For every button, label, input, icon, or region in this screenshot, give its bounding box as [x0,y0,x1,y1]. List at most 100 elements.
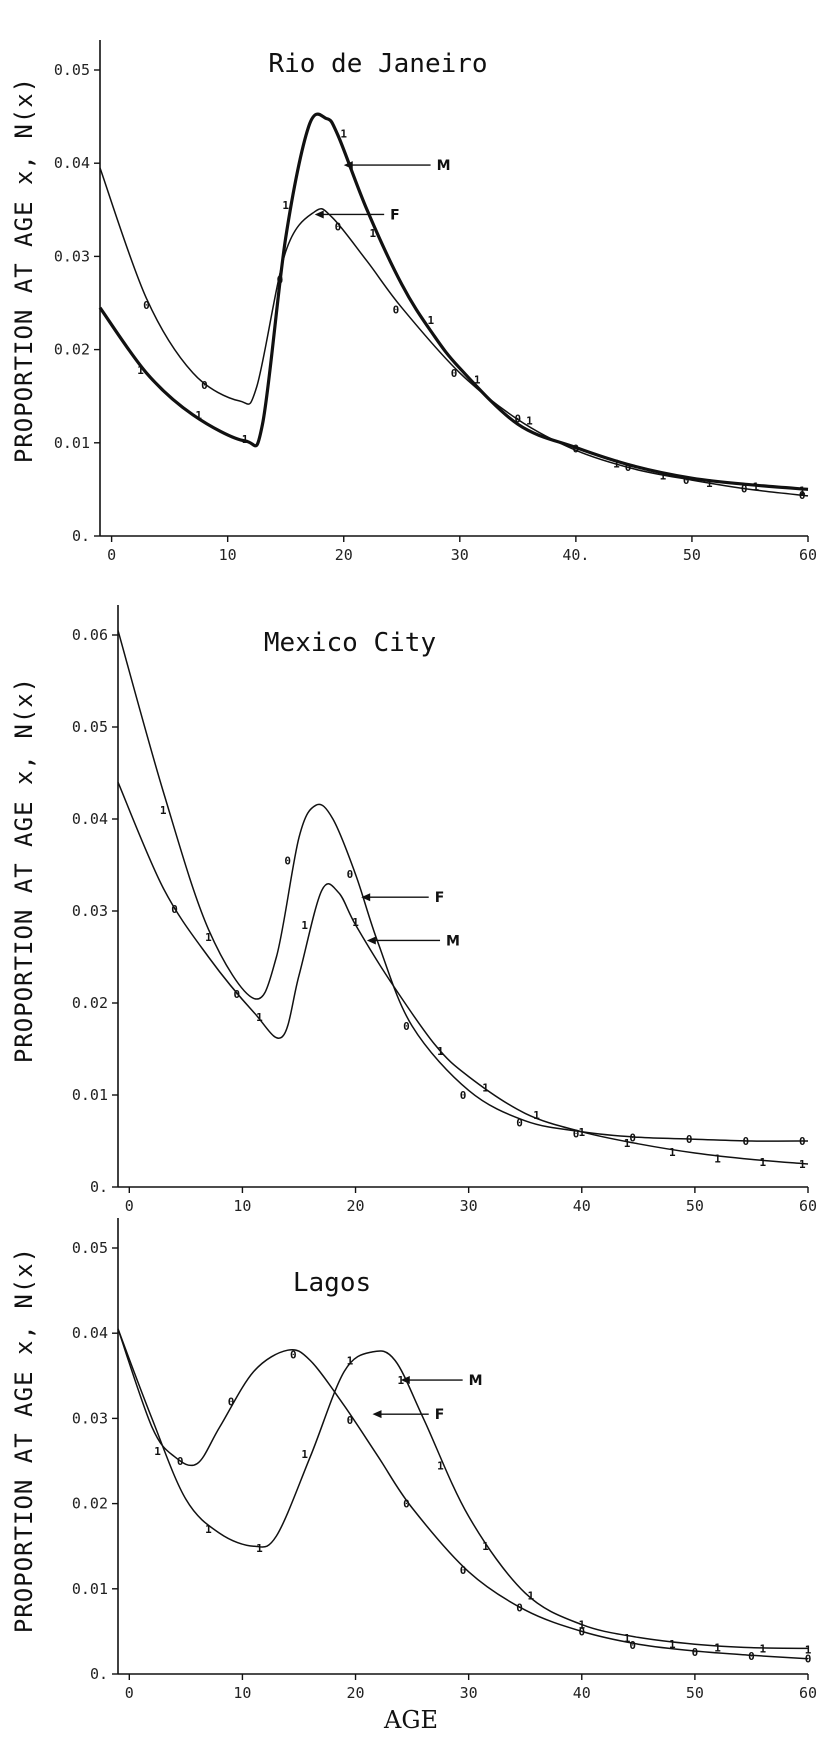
x-tick-label: 60 [799,546,817,564]
y-axis-label: PROPORTION AT AGE x, N(x) [10,1247,38,1633]
data-point-label: 0 [201,379,208,392]
y-tick-label: 0. [72,527,90,545]
data-point-label: 1 [242,433,249,446]
data-point-label: 1 [437,1459,444,1472]
data-point-label: 0 [578,1625,585,1638]
data-point-label: 0 [573,1128,580,1141]
y-axis-label: PROPORTION AT AGE x, N(x) [10,77,38,463]
data-point-label: 0 [403,1020,410,1033]
legend-label-F: F [435,890,445,906]
y-tick-label: 0.04 [54,154,90,172]
data-point-label: 1 [160,804,167,817]
series-line-F [117,1328,809,1660]
x-tick-label: 20 [347,1197,365,1215]
data-point-label: 1 [427,314,434,327]
series-line-F [117,630,809,1142]
legend-label-F: F [390,207,400,223]
data-point-label: 1 [669,1146,676,1159]
data-point-label: 0 [573,442,580,455]
chart-panel-2: Mexico City PROPORTION AT AGE x, N(x) 0. 0.… [10,605,817,1215]
data-point-label: 1 [759,1156,766,1169]
data-point-label: 0 [686,1133,693,1146]
legend-arrowhead-F [372,1410,382,1419]
data-point-label: 1 [533,1109,540,1122]
x-axis-label: AGE [383,1706,438,1734]
data-point-label: 1 [578,1619,585,1632]
data-point-label: 0 [347,868,354,881]
data-point-label: 0 [335,221,342,234]
y-tick-label: 0.04 [72,810,108,828]
x-tick-label: 20 [335,546,353,564]
data-point-label: 1 [706,477,713,490]
data-point-label: 0 [403,1498,410,1511]
data-point-label: 1 [282,199,289,212]
data-point-label: 0 [692,1646,699,1659]
series-line-F [99,167,809,497]
legend-arrowhead-M [343,161,353,170]
x-tick-label: 50 [686,1197,704,1215]
data-point-label: 1 [195,409,202,422]
x-tick-label: 10 [233,1684,251,1702]
data-point-label: 1 [205,931,212,944]
data-point-label: 0 [347,1414,354,1427]
x-tick-label: 40. [562,546,589,564]
data-point-label: 0 [233,988,240,1001]
data-point-label: 0 [805,1653,812,1666]
x-tick-label: 30 [460,1684,478,1702]
data-point-label: 0 [799,1135,806,1148]
y-tick-label: 0.02 [72,1495,108,1513]
x-tick-label: 0 [125,1684,134,1702]
data-point-label: 1 [528,1590,535,1603]
y-tick-label: 0.05 [54,61,90,79]
data-point-label: 1 [352,916,359,929]
data-point-label: 0 [171,903,178,916]
y-tick-label: 0.05 [72,718,108,736]
data-point-label: 1 [397,1374,404,1387]
x-tick-label: 50 [686,1684,704,1702]
data-point-label: 1 [482,1082,489,1095]
data-point-label: 1 [256,1011,263,1024]
x-tick-label: 50 [683,546,701,564]
x-tick-label: 60 [799,1197,817,1215]
chart-title: Rio de Janeiro [268,49,487,79]
data-point-label: 0 [516,1602,523,1615]
y-tick-label: 0.01 [54,434,90,452]
data-point-label: 1 [482,1540,489,1553]
data-point-label: 0 [460,1089,467,1102]
chart-panel-3: Lagos PROPORTION AT AGE x, N(x) 0. 0.01 0.02… [10,1218,817,1702]
x-tick-label: 30 [451,546,469,564]
data-point-label: 0 [460,1564,467,1577]
data-point-label: 1 [137,364,144,377]
data-point-label: 1 [340,127,347,140]
chart-title: Lagos [293,1268,371,1298]
data-point-label: 1 [752,481,759,494]
data-point-label: 0 [177,1455,184,1468]
legend-arrowhead-F [314,210,324,219]
y-tick-label: 0.03 [72,1409,108,1427]
x-tick-label: 20 [347,1684,365,1702]
y-tick-label: 0.06 [72,626,108,644]
y-tick-label: 0.02 [72,994,108,1012]
legend-label-F: F [435,1407,445,1423]
data-point-label: 0 [742,1135,749,1148]
legend-arrowhead-M [366,936,376,945]
data-point-label: 0 [748,1650,755,1663]
y-tick-label: 0.03 [54,247,90,265]
x-tick-label: 60 [799,1684,817,1702]
y-tick-label: 0. [90,1178,108,1196]
legend-label-M: M [446,933,460,949]
x-tick-label: 40 [573,1684,591,1702]
data-point-label: 0 [515,413,522,426]
legend-arrowhead-M [400,1376,410,1385]
y-tick-label: 0.01 [72,1086,108,1104]
data-point-label: 1 [624,1632,631,1645]
series-line-M [117,1328,809,1650]
data-point-label: 0 [290,1349,297,1362]
data-point-label: 1 [154,1445,161,1458]
y-tick-label: 0. [90,1665,108,1683]
data-point-label: 1 [474,373,481,386]
data-point-label: 1 [613,457,620,470]
data-point-label: 0 [629,1131,636,1144]
data-point-label: 0 [284,854,291,867]
